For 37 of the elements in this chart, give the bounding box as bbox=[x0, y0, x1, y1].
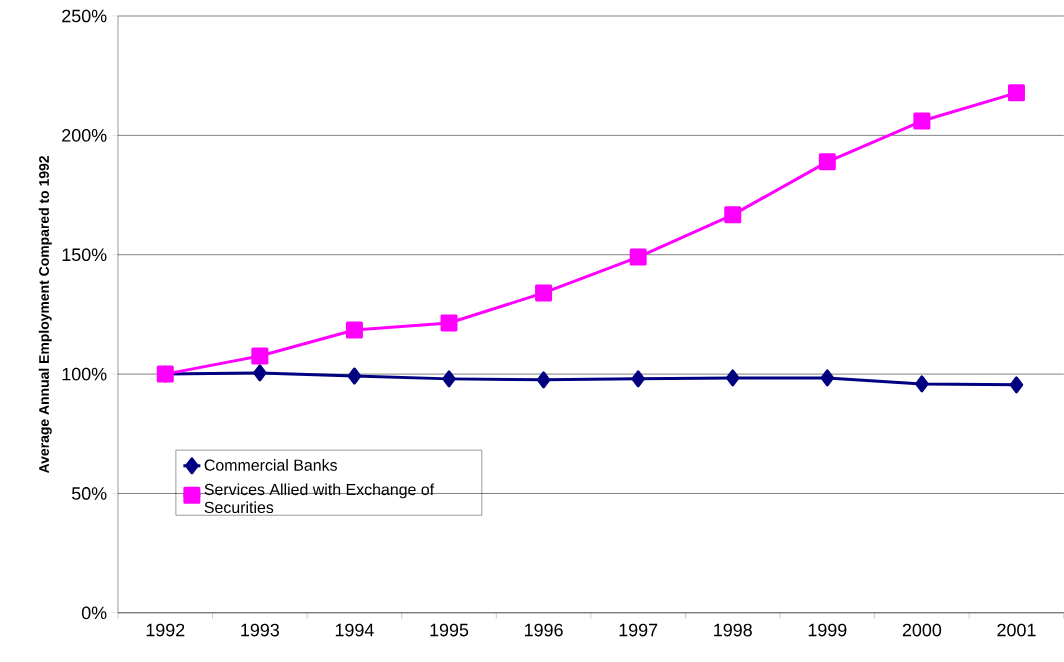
point bbox=[442, 370, 456, 388]
y-axis-title: Average Annual Employment Compared to 1992 bbox=[38, 156, 52, 474]
point bbox=[536, 371, 551, 389]
point bbox=[820, 369, 835, 387]
point bbox=[251, 347, 269, 365]
x-tick-label: 1999 bbox=[808, 623, 847, 637]
point bbox=[347, 367, 362, 385]
point bbox=[818, 153, 836, 171]
legend-label: Services Allied with Exchange of Securities bbox=[204, 483, 435, 514]
x-tick-label: 1994 bbox=[335, 623, 374, 637]
y-tick-label: 50% bbox=[71, 487, 107, 500]
y-tick-label: 250% bbox=[62, 9, 107, 23]
point bbox=[253, 364, 267, 382]
x-tick-label: 1996 bbox=[524, 623, 563, 637]
y-tick-label: 100% bbox=[62, 367, 107, 381]
x-tick-label: 1993 bbox=[241, 623, 279, 637]
point bbox=[913, 112, 931, 130]
x-tick-label: 1992 bbox=[146, 623, 185, 637]
point bbox=[631, 370, 645, 388]
point bbox=[724, 206, 742, 224]
point bbox=[345, 321, 363, 339]
point bbox=[629, 248, 647, 266]
y-tick-label: 150% bbox=[62, 248, 107, 262]
x-tick-label: 2001 bbox=[997, 623, 1036, 637]
point bbox=[440, 314, 458, 332]
point bbox=[915, 375, 929, 393]
point bbox=[535, 284, 553, 302]
x-tick-label: 1997 bbox=[619, 623, 658, 637]
point bbox=[1009, 376, 1024, 394]
point bbox=[1007, 84, 1025, 102]
point bbox=[725, 369, 740, 387]
legend-label: Commercial Banks bbox=[204, 459, 337, 471]
x-tick-label: 1995 bbox=[430, 623, 469, 637]
x-tick-label: 2000 bbox=[902, 623, 942, 637]
y-tick-label: 200% bbox=[62, 129, 107, 142]
x-tick-label: 1998 bbox=[714, 623, 752, 637]
y-tick-label: 0% bbox=[81, 606, 107, 620]
